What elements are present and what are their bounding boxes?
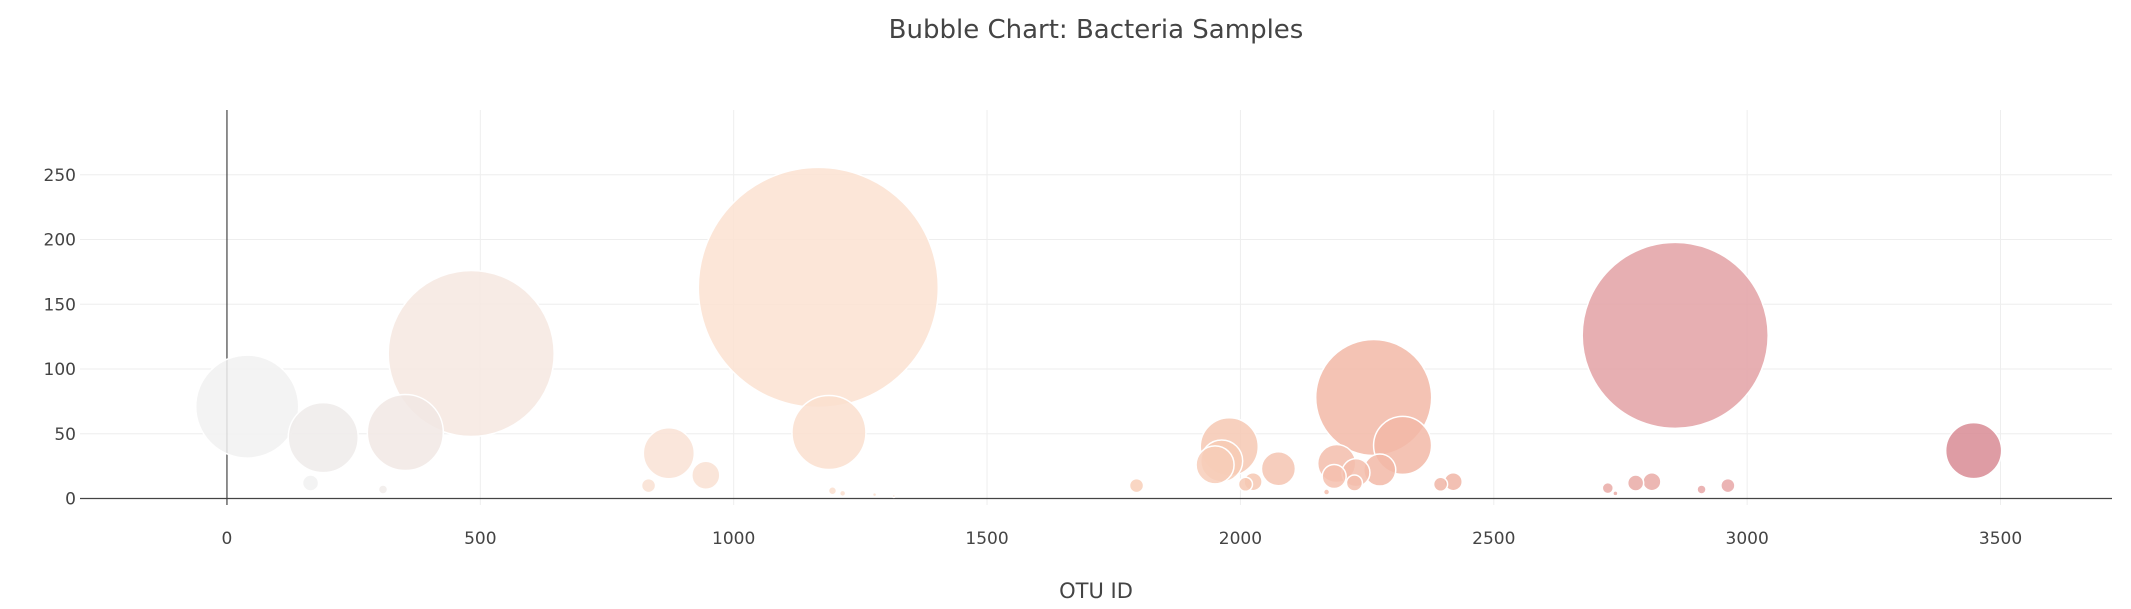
bubble-point[interactable] xyxy=(871,491,878,498)
y-tick-label: 0 xyxy=(65,490,76,510)
y-tick-label: 50 xyxy=(54,425,76,445)
bubble-point[interactable] xyxy=(194,354,300,459)
x-tick-label: 0 xyxy=(222,529,233,549)
bubble-point[interactable] xyxy=(1601,481,1615,495)
bubble-point[interactable] xyxy=(387,269,555,438)
x-tick-label: 2500 xyxy=(1472,529,1515,549)
x-tick-label: 500 xyxy=(464,529,496,549)
x-tick-label: 1000 xyxy=(712,529,755,549)
x-tick-label: 1500 xyxy=(965,529,1008,549)
bubble-point[interactable] xyxy=(1260,450,1297,487)
bubble-point[interactable] xyxy=(1322,488,1331,496)
y-tick-label: 250 xyxy=(44,166,76,186)
bubble-point[interactable] xyxy=(366,393,445,472)
x-tick-label: 2000 xyxy=(1219,529,1262,549)
bubble-point[interactable] xyxy=(1581,241,1769,430)
bubble-layer xyxy=(194,166,2003,499)
bubble-point[interactable] xyxy=(301,474,320,492)
bubble-point[interactable] xyxy=(1612,490,1619,497)
bubble-point[interactable] xyxy=(1237,476,1254,493)
bubble-point[interactable] xyxy=(1432,476,1449,493)
bubble-point[interactable] xyxy=(1696,484,1707,495)
tick-layer: 0 500 1000 1500 2000 2500 3000 3500 0 50 100 150 200… xyxy=(44,166,2023,549)
bubble-point[interactable] xyxy=(1626,474,1645,492)
bubble-point[interactable] xyxy=(697,166,940,409)
bubble-point[interactable] xyxy=(838,489,847,498)
chart-title: Bubble Chart: Bacteria Samples xyxy=(889,15,1304,45)
bubble-point[interactable] xyxy=(1720,477,1736,494)
x-axis-title: OTU ID xyxy=(1059,579,1133,603)
bubble-point[interactable] xyxy=(640,477,657,494)
y-tick-label: 150 xyxy=(44,295,76,315)
bubble-point[interactable] xyxy=(791,394,867,471)
bubble-point[interactable] xyxy=(1345,474,1364,492)
bubble-point[interactable] xyxy=(287,401,359,474)
y-tick-label: 200 xyxy=(44,231,76,251)
bubble-point[interactable] xyxy=(642,426,696,480)
bubble-point[interactable] xyxy=(827,486,838,496)
bubble-point[interactable] xyxy=(1642,471,1662,492)
bubble-point[interactable] xyxy=(1944,421,2003,480)
bubble-point[interactable] xyxy=(891,493,897,499)
bubble-point[interactable] xyxy=(1321,463,1347,490)
x-tick-label: 3000 xyxy=(1726,529,1769,549)
x-tick-label: 3500 xyxy=(1979,529,2022,549)
bubble-point[interactable] xyxy=(1195,445,1235,485)
bubble-point[interactable] xyxy=(1128,477,1145,494)
bubble-point[interactable] xyxy=(377,484,389,495)
bubble-point[interactable] xyxy=(691,460,721,490)
y-tick-label: 100 xyxy=(44,360,76,380)
